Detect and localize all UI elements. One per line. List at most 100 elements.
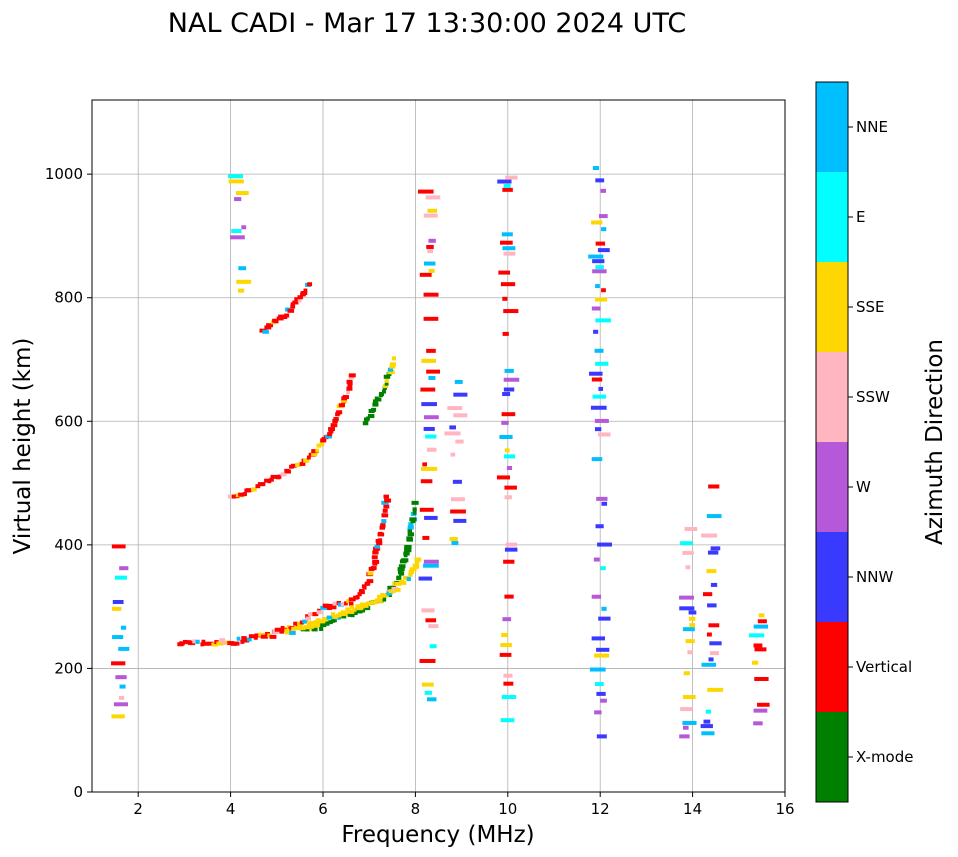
echo-mark: [753, 708, 768, 713]
echo-mark: [112, 635, 124, 640]
trace-mark: [300, 291, 308, 296]
trace-mark: [231, 494, 236, 499]
trace-mark: [406, 577, 411, 582]
echo-mark: [598, 386, 604, 391]
trace-mark: [381, 500, 389, 505]
colorbar-swatch: [816, 82, 848, 172]
y-tick-label: 0: [73, 783, 83, 801]
colorbar-swatch: [816, 262, 848, 352]
echo-mark: [428, 238, 436, 243]
x-tick-label: 14: [683, 800, 702, 818]
echo-mark: [423, 213, 438, 218]
trace-mark: [376, 541, 383, 546]
trace-mark: [347, 612, 352, 617]
echo-mark: [500, 718, 515, 723]
trace-mark: [306, 624, 314, 629]
trace-mark: [316, 618, 321, 623]
echo-mark: [503, 251, 516, 256]
echo-mark: [703, 719, 711, 724]
trace-mark: [381, 389, 386, 394]
echo-mark: [500, 240, 513, 245]
echo-mark: [708, 657, 714, 662]
trace-mark: [380, 593, 384, 598]
trace-mark: [294, 297, 301, 302]
echo-mark: [506, 466, 513, 471]
trace-mark: [386, 591, 393, 596]
echo-mark: [451, 541, 459, 546]
echo-mark: [421, 466, 438, 471]
echo-mark: [112, 599, 124, 604]
colorbar: X-mode Vertical NNW W SSW SSE E NNE: [815, 81, 913, 803]
echo-mark: [591, 457, 603, 462]
x-tick-label: 2: [133, 800, 143, 818]
trace-mark: [277, 474, 282, 479]
trace-mark: [372, 399, 379, 404]
chart-title: NAL CADI - Mar 17 13:30:00 2024 UTC: [168, 8, 686, 39]
trace-mark: [292, 300, 299, 305]
trace-mark: [315, 448, 320, 453]
echo-mark: [423, 426, 435, 431]
echo-mark: [596, 496, 608, 501]
trace-mark: [371, 555, 378, 560]
trace-mark: [346, 390, 351, 395]
trace-mark: [346, 386, 353, 391]
echo-mark: [419, 507, 434, 512]
echo-mark: [680, 707, 693, 712]
echo-mark: [595, 524, 604, 529]
trace-mark: [322, 621, 330, 626]
echo-mark: [597, 542, 612, 547]
echo-mark: [753, 624, 769, 629]
echo-mark: [498, 270, 511, 275]
echo-mark: [421, 402, 437, 407]
echo-mark: [120, 625, 127, 630]
echo-mark: [425, 618, 437, 623]
echo-mark: [596, 691, 606, 696]
echo-mark: [238, 266, 247, 271]
trace-mark: [333, 417, 339, 422]
echo-mark: [595, 361, 609, 366]
echo-mark: [757, 702, 770, 707]
echo-mark: [115, 675, 127, 680]
echo-mark: [450, 452, 456, 457]
trace-mark: [381, 519, 387, 524]
trace-mark: [348, 601, 354, 606]
echo-mark: [682, 720, 697, 725]
echo-mark: [597, 248, 610, 253]
trace-mark: [270, 474, 278, 479]
y-tick-label: 1000: [45, 165, 83, 183]
trace-mark: [388, 589, 396, 594]
trace-mark: [347, 609, 355, 614]
echo-mark: [591, 594, 602, 599]
echo-mark: [685, 565, 691, 570]
echo-mark: [595, 178, 605, 183]
echo-mark: [423, 559, 439, 564]
trace-mark: [340, 398, 348, 403]
echo-mark: [420, 479, 433, 484]
echo-mark: [601, 288, 606, 293]
echo-mark: [503, 559, 515, 564]
echo-mark: [450, 497, 465, 502]
trace-mark: [230, 641, 237, 646]
echo-mark: [592, 394, 607, 399]
trace-mark: [365, 581, 371, 586]
y-tick-label: 800: [54, 289, 83, 307]
x-tick-label: 6: [318, 800, 328, 818]
trace-mark: [377, 538, 383, 543]
trace-mark: [346, 599, 352, 604]
trace-mark: [305, 614, 310, 619]
echo-mark: [426, 697, 437, 702]
trace-mark: [332, 419, 338, 424]
trace-mark: [414, 557, 422, 562]
trace-mark: [269, 634, 277, 639]
echo-mark: [426, 244, 434, 249]
echo-mark: [419, 272, 432, 277]
echo-mark: [601, 501, 608, 506]
trace-mark: [233, 641, 240, 646]
echo-mark: [595, 297, 608, 302]
echo-mark: [423, 415, 439, 420]
echo-mark: [504, 594, 514, 599]
trace-mark: [404, 544, 412, 549]
echo-mark: [589, 667, 606, 672]
trace-mark: [349, 605, 355, 610]
echo-mark: [499, 435, 513, 440]
